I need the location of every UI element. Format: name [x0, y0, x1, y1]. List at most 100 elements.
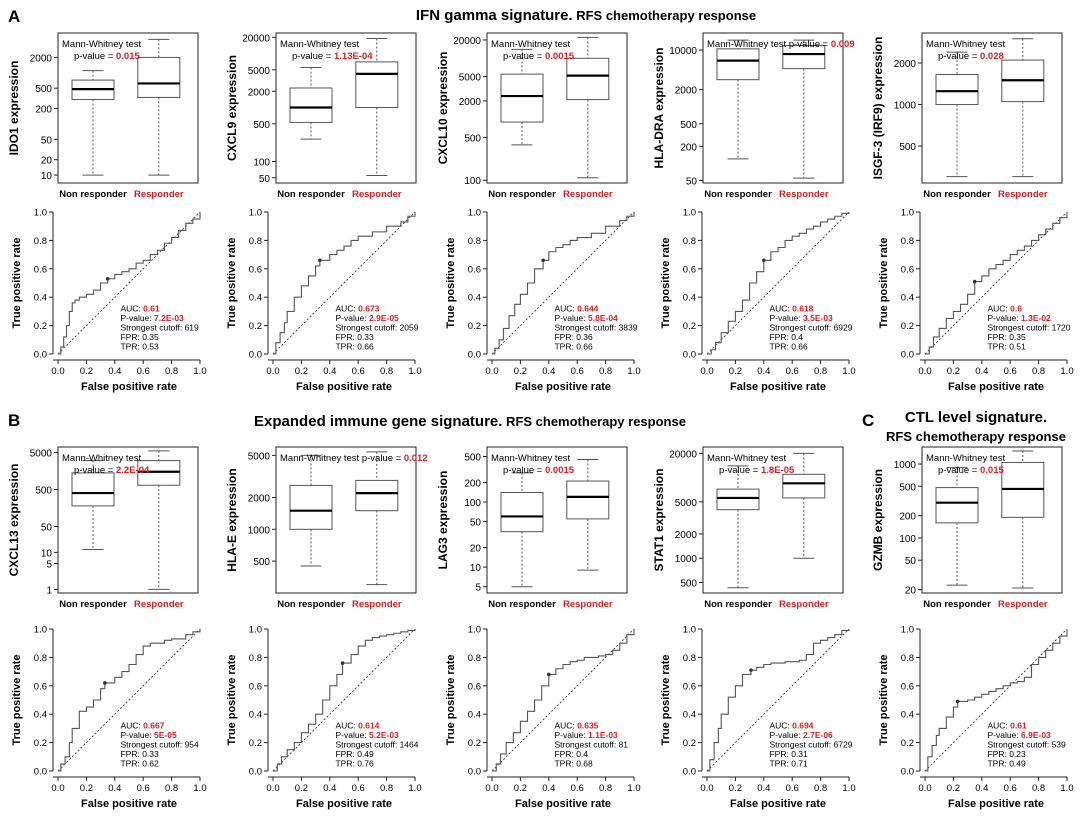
roc-curve-gzmb-roc: 0.0 0.0 0.2 0.2 0.4 0.4 0.6 0.6 0.8 0.8 1.0 1.0 Fals…: [878, 625, 1074, 811]
test-label: Mann-Whitney test: [280, 39, 360, 50]
x-tick-label: 0.2: [80, 783, 93, 794]
x-tick-label: 0.4: [975, 783, 988, 794]
cutoff-point: [318, 258, 322, 263]
box-non-responder: [500, 472, 544, 588]
x-tick-label: 1.0: [842, 366, 855, 377]
category-label-non-responder: Non responder: [277, 189, 345, 200]
y-tick-label: 1.0: [901, 208, 914, 219]
stat-tpr-label: TPR:: [335, 341, 357, 351]
cutoff-point: [547, 672, 551, 677]
stat-cutoff-value: 2059: [400, 322, 419, 332]
x-tick-label: 0.2: [514, 366, 527, 377]
stat-tpr: TPR: 0.51: [987, 341, 1026, 351]
y-tick-label: 1.0: [249, 625, 262, 636]
stat-auc: AUC: 0.644: [554, 303, 598, 313]
y-tick-label: 0.4: [249, 710, 262, 721]
stat-cutoff-label: Strongest cutoff:: [769, 739, 833, 749]
stat-auc-label: AUC:: [120, 303, 143, 313]
stat-auc-value: 0.6: [1010, 303, 1022, 313]
stat-tpr: TPR: 0.76: [335, 758, 374, 768]
roc-curve-cxcl9-roc: 0.0 0.0 0.2 0.2 0.4 0.4 0.6 0.6 0.8 0.8 1.0 1.0 Fals…: [226, 208, 422, 394]
stat-cutoff: Strongest cutoff: 6929: [769, 322, 852, 332]
category-label-responder: Responder: [779, 599, 829, 610]
stat-tpr: TPR: 0.66: [335, 341, 374, 351]
x-axis-label: False positive rate: [948, 381, 1044, 393]
stat-fpr-label: FPR:: [120, 749, 142, 759]
iqr-box: [566, 480, 610, 520]
panel-b-title: Expanded immune gene signature. RFS chem…: [254, 413, 686, 430]
y-tick-label: 1.0: [249, 208, 262, 219]
stat-cutoff-value: 954: [185, 739, 199, 749]
y-tick-label: 0.2: [901, 738, 914, 749]
y-tick-label: 100: [253, 158, 270, 169]
box-responder: [355, 37, 399, 177]
stat-cutoff: Strongest cutoff: 954: [120, 739, 199, 749]
stat-auc-label: AUC:: [769, 720, 792, 730]
y-tick-label: 5000: [675, 498, 698, 509]
category-label-non-responder: Non responder: [923, 189, 991, 200]
pvalue-label: p-value =: [359, 453, 404, 464]
y-tick-label: 0.0: [468, 350, 481, 361]
y-tick-label: 0.2: [34, 321, 47, 332]
box-non-responder: [500, 48, 544, 146]
y-tick-label: 500: [680, 578, 697, 589]
y-axis-label: True positive rate: [660, 654, 672, 745]
cutoff-point: [541, 258, 545, 263]
y-axis-label: LAG3 expression: [436, 471, 450, 570]
stat-fpr-label: FPR:: [335, 749, 357, 759]
stat-auc-value: 0.667: [143, 720, 165, 730]
stat-fpr: FPR: 0.36: [554, 332, 593, 342]
y-axis-label: CXCL10 expression: [436, 52, 450, 165]
stat-tpr-label: TPR:: [554, 341, 576, 351]
stat-tpr: TPR: 0.68: [554, 758, 593, 768]
y-tick-label: 5000: [459, 73, 482, 84]
iqr-box: [500, 73, 544, 123]
pvalue-value: 2.2E-04: [116, 465, 150, 476]
stat-pval-label: P-value:: [769, 313, 803, 323]
cutoff-point: [955, 699, 960, 704]
y-tick-label: 0.0: [249, 767, 262, 778]
x-tick-label: 1.0: [408, 783, 421, 794]
x-tick-label: 0.0: [51, 366, 64, 377]
x-tick-label: 0.8: [814, 366, 827, 377]
category-label-non-responder: Non responder: [923, 599, 991, 610]
x-tick-label: 0.2: [947, 783, 960, 794]
y-tick-label: 1000: [894, 460, 917, 471]
pvalue-label: p-value =: [292, 51, 334, 62]
y-tick-label: 0.2: [683, 321, 696, 332]
y-tick-label: 0.8: [468, 236, 481, 247]
stat-cutoff-label: Strongest cutoff:: [120, 322, 184, 332]
x-tick-label: 1.0: [627, 783, 640, 794]
y-tick-label: 20: [41, 156, 53, 167]
stat-auc-value: 0.694: [792, 720, 814, 730]
box-responder: [1001, 450, 1045, 589]
stat-tpr: TPR: 0.62: [120, 758, 159, 768]
x-axis-label: False positive rate: [948, 798, 1044, 810]
y-tick-label: 0.4: [683, 293, 696, 304]
plot-frame: [275, 32, 417, 184]
stat-tpr-label: TPR:: [120, 341, 142, 351]
x-tick-label: 1.0: [193, 366, 206, 377]
stat-fpr-value: 0.23: [1009, 749, 1026, 759]
chance-diagonal: [491, 211, 635, 355]
iqr-box: [935, 74, 979, 106]
stat-cutoff: Strongest cutoff: 3839: [554, 322, 637, 332]
roc-line: [492, 212, 635, 355]
y-tick-label: 100: [899, 534, 916, 545]
y-tick-label: 0.0: [249, 350, 262, 361]
stat-cutoff-label: Strongest cutoff:: [335, 322, 399, 332]
stat-tpr-label: TPR:: [769, 341, 791, 351]
y-tick-label: 0.0: [901, 350, 914, 361]
roc-line: [58, 629, 201, 772]
stat-tpr-value: 0.53: [142, 341, 159, 351]
pvalue-value: 0.0015: [545, 465, 575, 476]
y-tick-label: 20000: [242, 33, 270, 44]
x-tick-label: 0.2: [947, 366, 960, 377]
stat-pval-value: 2.7E-06: [803, 730, 833, 740]
stat-cutoff: Strongest cutoff: 619: [120, 322, 199, 332]
roc-curve-cxcl13-roc: 0.0 0.0 0.2 0.2 0.4 0.4 0.6 0.6 0.8 0.8 1.0 1.0 Fals…: [11, 625, 207, 811]
y-tick-label: 5000: [248, 451, 271, 462]
stat-pval: P-value: 2.7E-06: [769, 730, 833, 740]
pvalue-label: p-value =: [503, 51, 545, 62]
